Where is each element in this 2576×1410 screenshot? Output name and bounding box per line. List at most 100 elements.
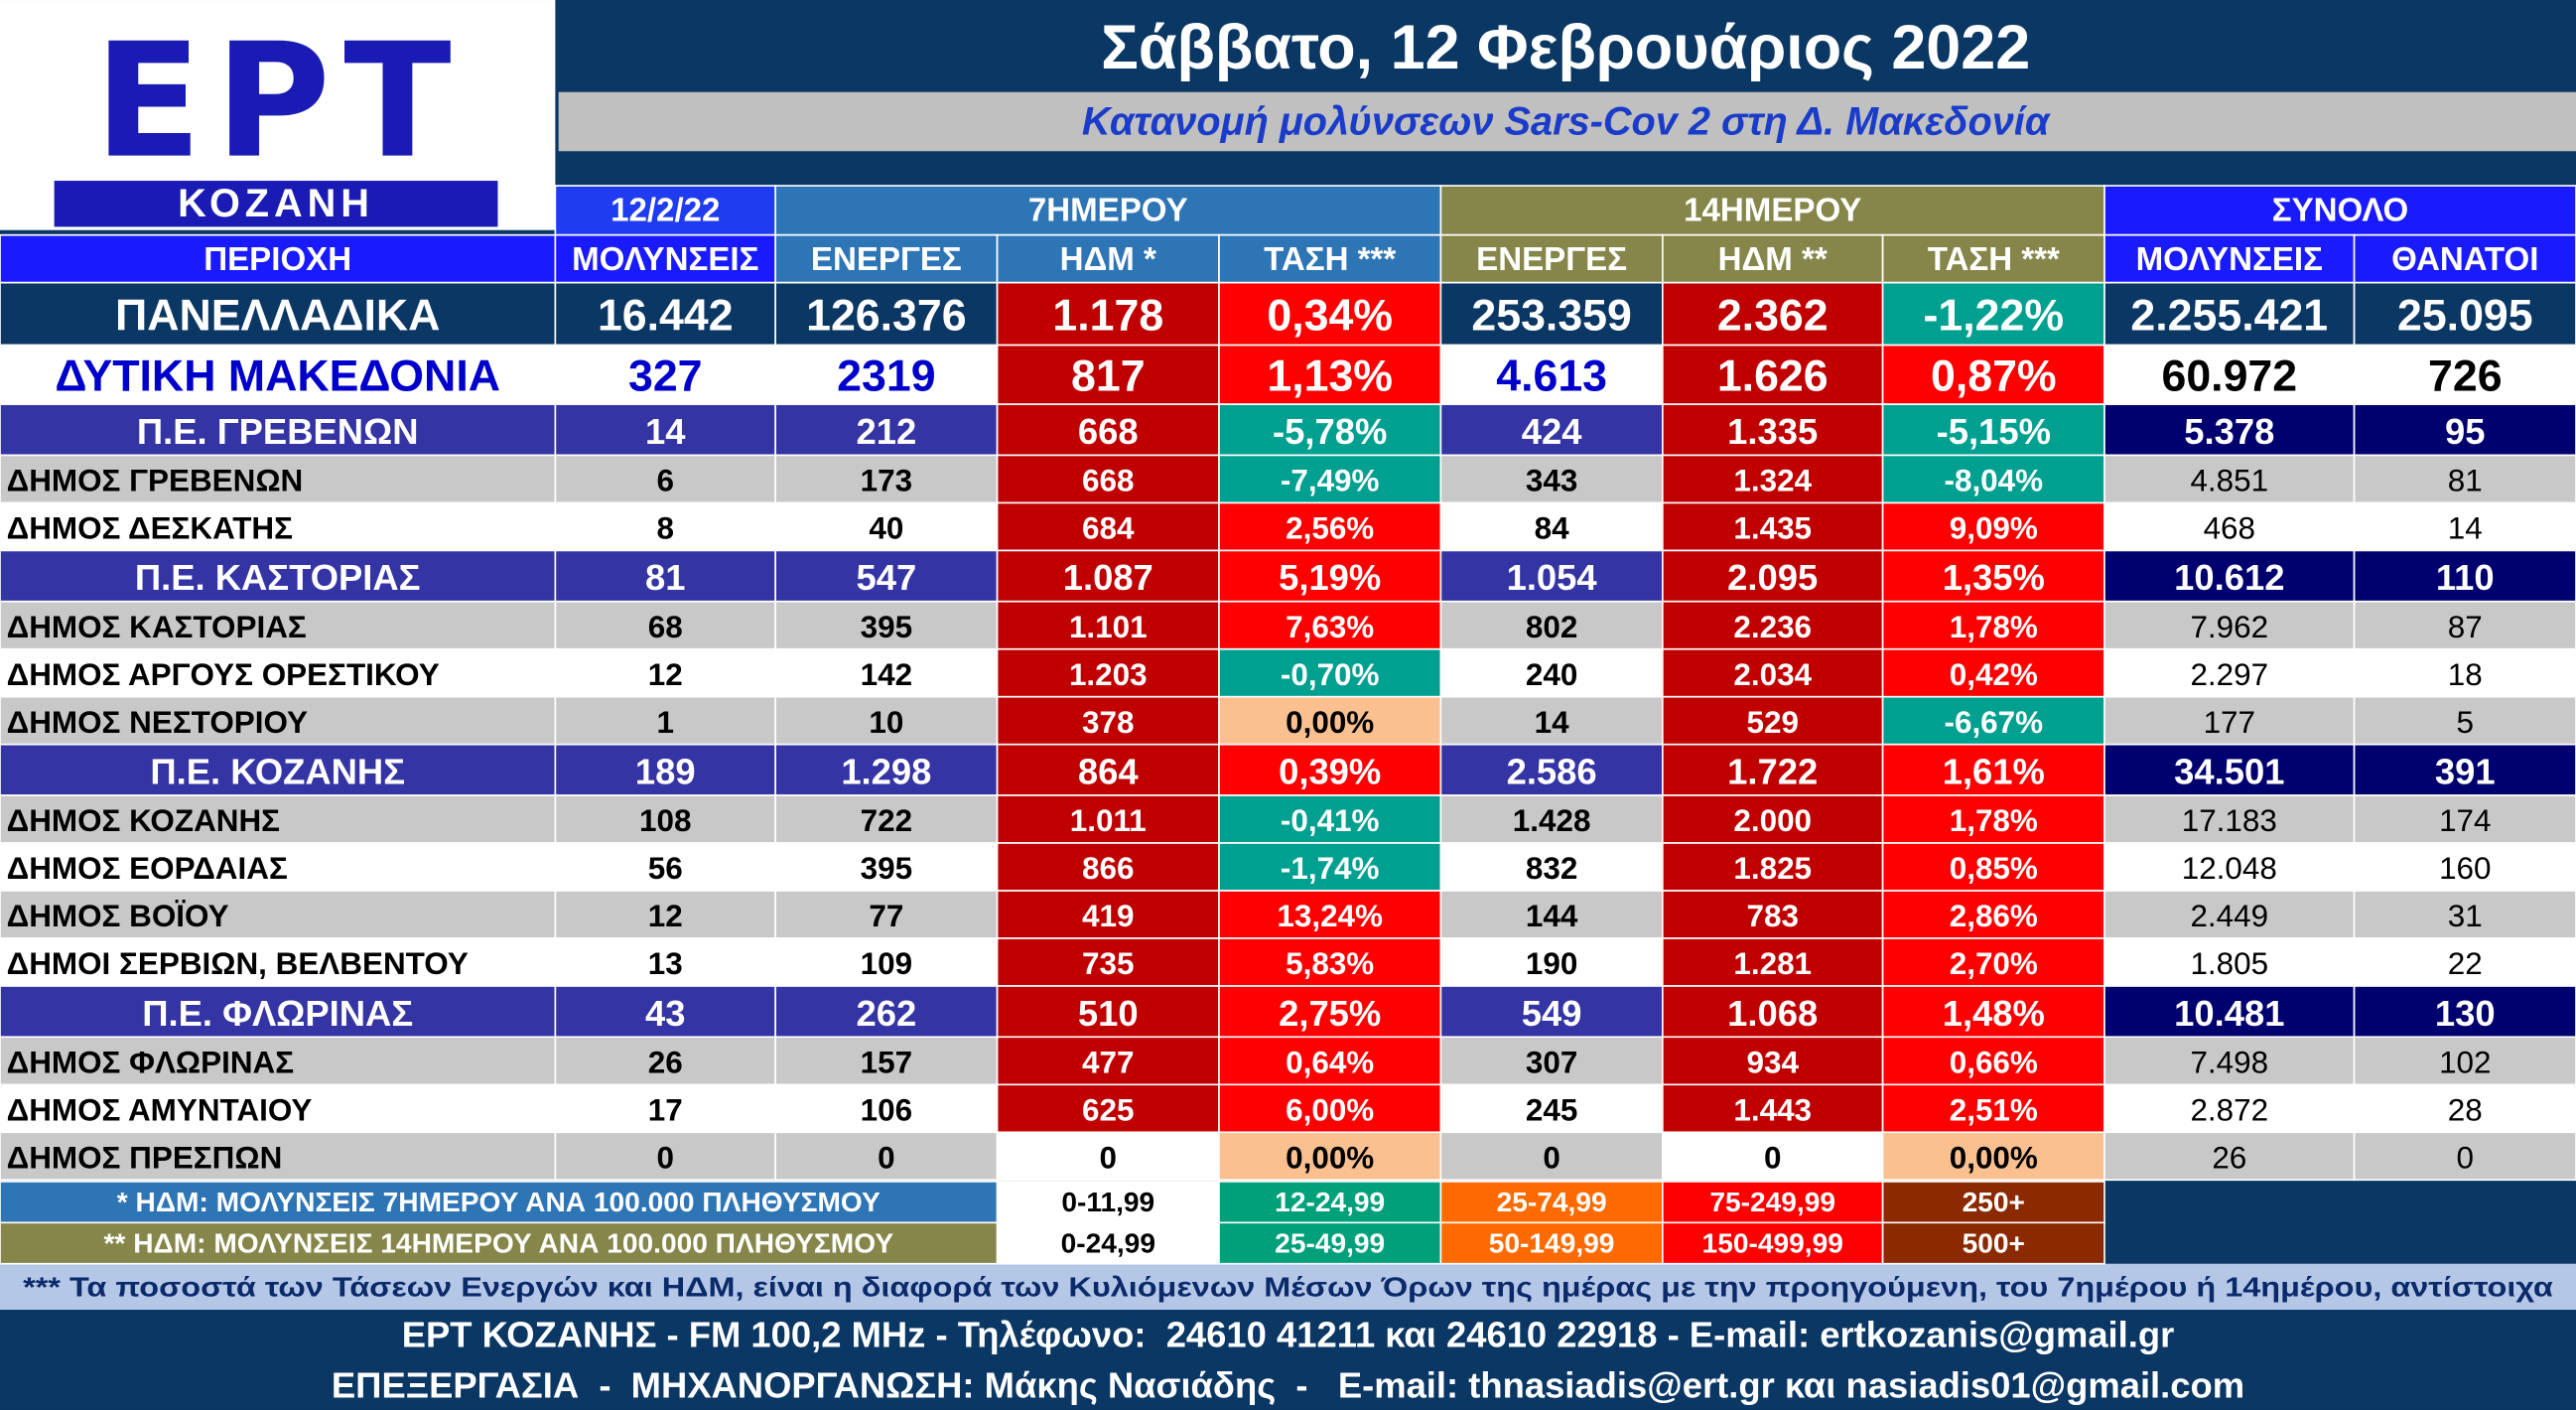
cell-value: 625: [1082, 1092, 1134, 1127]
cell-value: 2.236: [1733, 610, 1812, 644]
cell: [1662, 743, 1884, 796]
cell-value: 25.095: [2397, 291, 2533, 340]
cell-value: 668: [1082, 464, 1134, 498]
subtitle: Κατανομή μολύνσεων Sars-Cov 2 στη Δ. Μακ…: [1082, 99, 2051, 143]
cell: [1439, 501, 1664, 552]
cell: [1439, 743, 1664, 796]
cell: [554, 501, 776, 552]
area-name: ΔΗΜΟΣ ΠΡΕΣΠΩΝ: [7, 1140, 283, 1175]
cell: [554, 1131, 776, 1182]
cell: [1662, 233, 1884, 284]
cell-value: 2,75%: [1279, 993, 1381, 1034]
cell: [2103, 344, 2356, 405]
cell: [1881, 695, 2105, 746]
cell: [774, 647, 999, 698]
legend-range: 12-24,99: [1275, 1187, 1385, 1217]
area-name: ΔΗΜΟΣ ΒΟΪΟΥ: [7, 899, 229, 933]
cell-value: 2.095: [1727, 557, 1818, 598]
cell-value: 6,00%: [1286, 1092, 1374, 1127]
cell-value: 864: [1078, 752, 1139, 792]
cell: [1439, 937, 1664, 987]
cell-value: 0: [1543, 1140, 1559, 1175]
cell-value: 0: [878, 1140, 894, 1175]
cell-value: 529: [1746, 705, 1798, 740]
cell: [1439, 281, 1664, 347]
legend-range: 0-24,99: [1061, 1228, 1155, 1259]
cell: [2353, 937, 2576, 987]
footnote: *** Τα ποσοστά των Τάσεων Ενεργών και ΗΔ…: [23, 1271, 2553, 1302]
cell-value: 4.613: [1496, 352, 1607, 401]
cell-value: 395: [861, 851, 912, 886]
cell-value: 1.825: [1733, 851, 1812, 886]
cell-value: 5,19%: [1279, 557, 1381, 598]
cell: [1439, 794, 1664, 844]
area-name: ΔΗΜΟΣ ΔΕΣΚΑΤΗΣ: [7, 511, 293, 546]
legend-range: 0-11,99: [1061, 1187, 1154, 1217]
legend-label: ** ΗΔΜ: ΜΟΛΥΝΣΕΙΣ 14ΗΜΕΡΟΥ ΑΝΑ 100.000 Π…: [103, 1228, 893, 1259]
cell-value: 5.378: [2184, 411, 2274, 452]
area-name: ΔΥΤΙΚΗ ΜΑΚΕΔΟΝΙΑ: [55, 352, 500, 401]
cell: [1662, 695, 1884, 746]
cell: [774, 549, 999, 603]
cell: [1662, 600, 1884, 650]
column-header: ΘΑΝΑΤΟΙ: [2391, 241, 2538, 278]
cell-value: 0: [657, 1140, 674, 1175]
cell-value: 17.183: [2182, 803, 2277, 838]
cell-value: 1.101: [1069, 610, 1148, 644]
cell: [2353, 281, 2576, 347]
area-name: ΔΗΜΟΣ ΕΟΡΔΑΙΑΣ: [7, 851, 288, 886]
cell: [774, 695, 999, 746]
cell: [1881, 985, 2105, 1039]
cell-value: 1.011: [1070, 803, 1147, 838]
cell: [1881, 890, 2105, 939]
column-header: ΗΔΜ **: [1718, 241, 1828, 278]
cell: [0, 501, 557, 552]
cell: [2103, 403, 2356, 457]
cell-value: -1,74%: [1281, 851, 1380, 886]
area-name: ΔΗΜΟΣ ΑΡΓΟΥΣ ΟΡΕΣΤΙΚΟΥ: [7, 657, 440, 692]
cell-value: 81: [645, 557, 685, 598]
title: Σάββατο, 12 Φεβρουάριος 2022: [1101, 13, 2030, 82]
cell-value: 43: [645, 993, 685, 1034]
cell: [1662, 647, 1884, 698]
cell: [2103, 890, 2356, 939]
cell: [554, 344, 776, 405]
cell-value: 378: [1082, 705, 1134, 740]
cell: [1218, 1083, 1442, 1134]
cell: [2103, 842, 2356, 892]
cell-value: 40: [869, 511, 903, 546]
cell-value: -0,70%: [1281, 657, 1380, 692]
area-name: ΔΗΜΟΣ ΚΟΖΑΝΗΣ: [7, 803, 280, 838]
cell-value: 0,66%: [1950, 1045, 2038, 1079]
cell-value: 934: [1746, 1045, 1799, 1079]
footer-line: ΕΠΕΞΕΡΓΑΣΙΑ - ΜΗΧΑΝΟΡΓΑΝΩΣΗ: Μάκης Νασιά…: [332, 1365, 2244, 1406]
cell-value: 783: [1746, 899, 1798, 933]
cell: [554, 185, 776, 236]
cell: [2103, 281, 2356, 347]
legend-range: 25-49,99: [1275, 1228, 1385, 1259]
cell: [0, 1083, 557, 1134]
cell-value: -7,49%: [1281, 464, 1380, 498]
cell-value: 2319: [837, 352, 935, 401]
legend-range: 25-74,99: [1497, 1187, 1607, 1217]
area-name: ΔΗΜΟΙ ΣΕΡΒΙΩΝ, ΒΕΛΒΕΝΤΟΥ: [7, 946, 469, 981]
cell: [2353, 743, 2576, 796]
cell: [996, 647, 1220, 698]
cell: [1218, 454, 1442, 504]
cell-value: 668: [1078, 411, 1139, 452]
cell-value: 174: [2439, 803, 2491, 838]
cell-value: 2.586: [1507, 752, 1597, 792]
cell-value: 0: [1764, 1140, 1781, 1175]
cell-value: 7.498: [2190, 1045, 2268, 1079]
cell: [2353, 454, 2576, 504]
area-name: Π.Ε. ΚΟΖΑΝΗΣ: [150, 752, 405, 792]
group-header: 14ΗΜΕΡΟΥ: [1684, 192, 1861, 228]
cell: [2103, 1083, 2356, 1134]
column-header: ΤΑΣΗ ***: [1264, 241, 1396, 278]
cell-value: 26: [2212, 1140, 2246, 1175]
cell: [1881, 281, 2105, 347]
cell: [1439, 985, 1664, 1039]
cell-value: 6: [657, 464, 674, 498]
cell-value: 95: [2445, 411, 2485, 452]
cell-value: 18: [2448, 657, 2483, 692]
